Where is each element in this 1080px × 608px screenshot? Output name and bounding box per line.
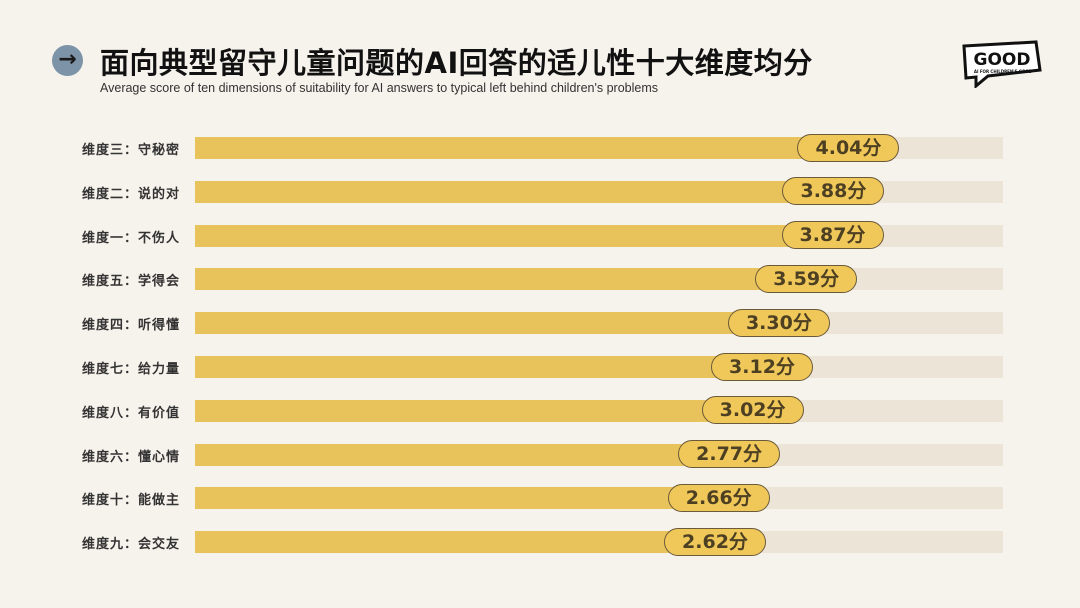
bar xyxy=(195,356,762,378)
data-label: 3.87分 xyxy=(781,221,884,250)
bar xyxy=(195,312,779,335)
good-logo: GOOD AI FOR CHILDREN'S GOOD xyxy=(962,40,1042,88)
svg-text:GOOD: GOOD xyxy=(974,50,1031,70)
arrow-right-icon: → xyxy=(52,45,83,76)
category-label: 维度九：会交友 xyxy=(81,537,180,553)
bar xyxy=(195,268,807,291)
data-label: 2.77分 xyxy=(678,440,781,469)
bar xyxy=(195,180,834,203)
category-label: 维度六：懂心情 xyxy=(81,449,180,465)
page-title: 面向典型留守儿童问题的AI回答的适儿性十大维度均分 xyxy=(100,46,813,80)
category-label: 维度一：不伤人 xyxy=(81,230,180,246)
category-label: 维度三：守秘密 xyxy=(81,143,180,158)
svg-text:AI FOR CHILDREN'S GOOD: AI FOR CHILDREN'S GOOD xyxy=(974,69,1033,74)
data-label: 3.88分 xyxy=(782,177,885,206)
bar xyxy=(195,443,730,466)
bar xyxy=(195,224,833,247)
data-label: 2.62分 xyxy=(664,527,766,556)
category-label: 维度八：有价值 xyxy=(81,405,180,421)
category-label: 维度四：听得懂 xyxy=(81,318,180,334)
category-label: 维度十：能做主 xyxy=(81,493,180,509)
bar xyxy=(195,531,715,554)
bar xyxy=(195,137,849,159)
category-label: 维度七：给力量 xyxy=(81,362,180,377)
data-label: 4.04分 xyxy=(797,133,900,162)
category-label: 维度五：学得会 xyxy=(81,274,180,290)
bar xyxy=(195,487,719,510)
data-label: 3.59分 xyxy=(755,264,858,293)
data-label: 3.02分 xyxy=(701,396,804,425)
data-label: 2.66分 xyxy=(667,483,770,512)
data-label: 3.12分 xyxy=(711,352,813,381)
page-subtitle: Average score of ten dimensions of suita… xyxy=(100,81,658,95)
bar xyxy=(195,399,753,422)
data-label: 3.30分 xyxy=(727,308,830,337)
category-label: 维度二：说的对 xyxy=(81,186,180,202)
